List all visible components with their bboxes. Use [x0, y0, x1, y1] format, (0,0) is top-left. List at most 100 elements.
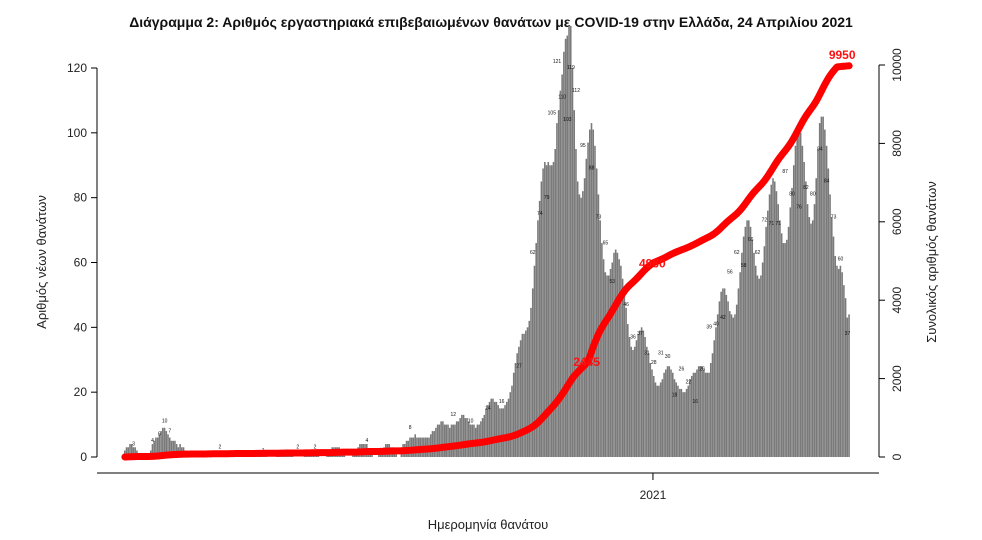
daily-death-bar: [167, 434, 169, 457]
daily-death-bar: [829, 194, 831, 458]
daily-death-bar: [699, 366, 702, 457]
daily-death-bar: [130, 444, 133, 457]
daily-death-bar: [836, 265, 838, 457]
daily-death-bar: [817, 149, 819, 458]
daily-death-bar: [613, 252, 615, 457]
daily-death-bar: [739, 272, 741, 457]
daily-death-bar: [671, 372, 674, 457]
daily-death-bar: [431, 431, 434, 457]
daily-death-bar: [756, 275, 759, 457]
bar-value-label: 103: [563, 117, 572, 123]
left-tick-label: 40: [74, 320, 88, 334]
daily-death-bar: [592, 129, 595, 457]
daily-death-bar: [713, 340, 716, 457]
daily-death-bar: [730, 314, 733, 457]
daily-death-bar: [573, 110, 576, 457]
daily-death-bar: [125, 447, 128, 457]
bar-value-label: 18: [672, 393, 678, 399]
daily-death-bar: [837, 268, 840, 457]
daily-death-bar: [639, 330, 641, 457]
daily-death-bar: [433, 431, 435, 457]
daily-death-bar: [830, 217, 833, 457]
bar-value-label: 87: [782, 169, 788, 175]
daily-death-bar: [715, 327, 717, 457]
daily-death-bar: [651, 369, 653, 457]
daily-death-bar: [637, 333, 639, 457]
bar-value-label: 46: [623, 302, 629, 308]
daily-death-bar: [642, 330, 645, 457]
daily-death-bar: [507, 398, 510, 457]
daily-death-bar: [511, 385, 513, 457]
daily-death-bar: [538, 200, 541, 457]
bar-value-label: 4: [365, 438, 368, 444]
daily-death-bar: [841, 272, 843, 457]
daily-death-bar: [611, 262, 614, 457]
bar-value-label: 30: [665, 354, 671, 360]
daily-death-bar: [827, 168, 830, 458]
daily-death-bar: [824, 129, 826, 457]
daily-death-bar: [791, 187, 793, 457]
bar-value-label: 2: [219, 445, 222, 451]
daily-death-bar: [832, 236, 835, 457]
daily-death-bar: [483, 414, 486, 457]
daily-death-bar: [454, 424, 456, 457]
daily-death-bar: [711, 353, 714, 457]
daily-death-bar: [495, 401, 498, 457]
daily-death-bar: [582, 191, 584, 457]
right-tick-label: 6000: [890, 208, 904, 235]
daily-death-bar: [569, 25, 572, 458]
bar-value-label: 82: [803, 185, 809, 191]
daily-death-bar: [694, 372, 697, 457]
daily-death-bar: [156, 437, 159, 457]
left-tick-label: 80: [74, 191, 88, 205]
daily-death-bar: [554, 149, 556, 458]
daily-death-bar: [678, 388, 681, 457]
daily-death-bar: [490, 398, 493, 457]
daily-death-bar: [663, 372, 665, 457]
daily-death-bar: [504, 405, 506, 457]
bar-value-label: 8: [409, 425, 412, 431]
bar-value-label: 12: [451, 412, 457, 418]
daily-death-bar: [732, 317, 735, 457]
daily-death-bar: [772, 178, 774, 457]
cumulative-value-label: 4960: [639, 257, 666, 271]
bar-value-label: 121: [553, 59, 562, 65]
daily-death-bar: [587, 142, 589, 457]
daily-death-bar: [492, 398, 494, 457]
daily-death-bar: [789, 207, 792, 457]
daily-death-bar: [151, 444, 154, 457]
daily-death-bar: [723, 288, 726, 457]
daily-death-bar: [175, 444, 178, 457]
bar-value-label: 74: [537, 211, 543, 217]
daily-death-bar: [616, 252, 619, 457]
daily-death-bar: [578, 194, 581, 458]
daily-death-bar: [559, 90, 562, 457]
daily-death-bar: [763, 246, 766, 457]
daily-death-bar: [132, 447, 135, 457]
daily-death-bar: [741, 252, 743, 457]
daily-death-bar: [531, 288, 534, 457]
daily-death-bar: [787, 226, 790, 457]
daily-death-bar: [716, 314, 719, 457]
daily-death-bar: [549, 165, 551, 457]
daily-death-bar: [692, 372, 695, 457]
daily-death-bar: [580, 197, 582, 458]
bar-value-label: 31: [644, 351, 650, 357]
daily-death-bar: [523, 333, 525, 457]
daily-death-bar: [547, 162, 550, 457]
chart-title: Διάγραμμα 2: Αριθμός εργαστηριακά επιβεβ…: [129, 14, 853, 30]
daily-death-bar: [552, 162, 555, 457]
bar-value-label: 62: [755, 250, 761, 256]
daily-death-bar: [174, 440, 176, 457]
daily-death-bar: [659, 382, 662, 457]
daily-death-bar: [576, 181, 579, 457]
daily-death-bar: [720, 291, 722, 457]
daily-death-bar: [488, 401, 491, 457]
daily-death-bar: [583, 178, 586, 457]
daily-death-bar: [754, 265, 757, 457]
daily-death-bar: [443, 424, 446, 457]
daily-death-bar: [512, 372, 515, 457]
left-tick-label: 60: [74, 256, 88, 270]
bar-value-label: 80: [810, 192, 816, 198]
